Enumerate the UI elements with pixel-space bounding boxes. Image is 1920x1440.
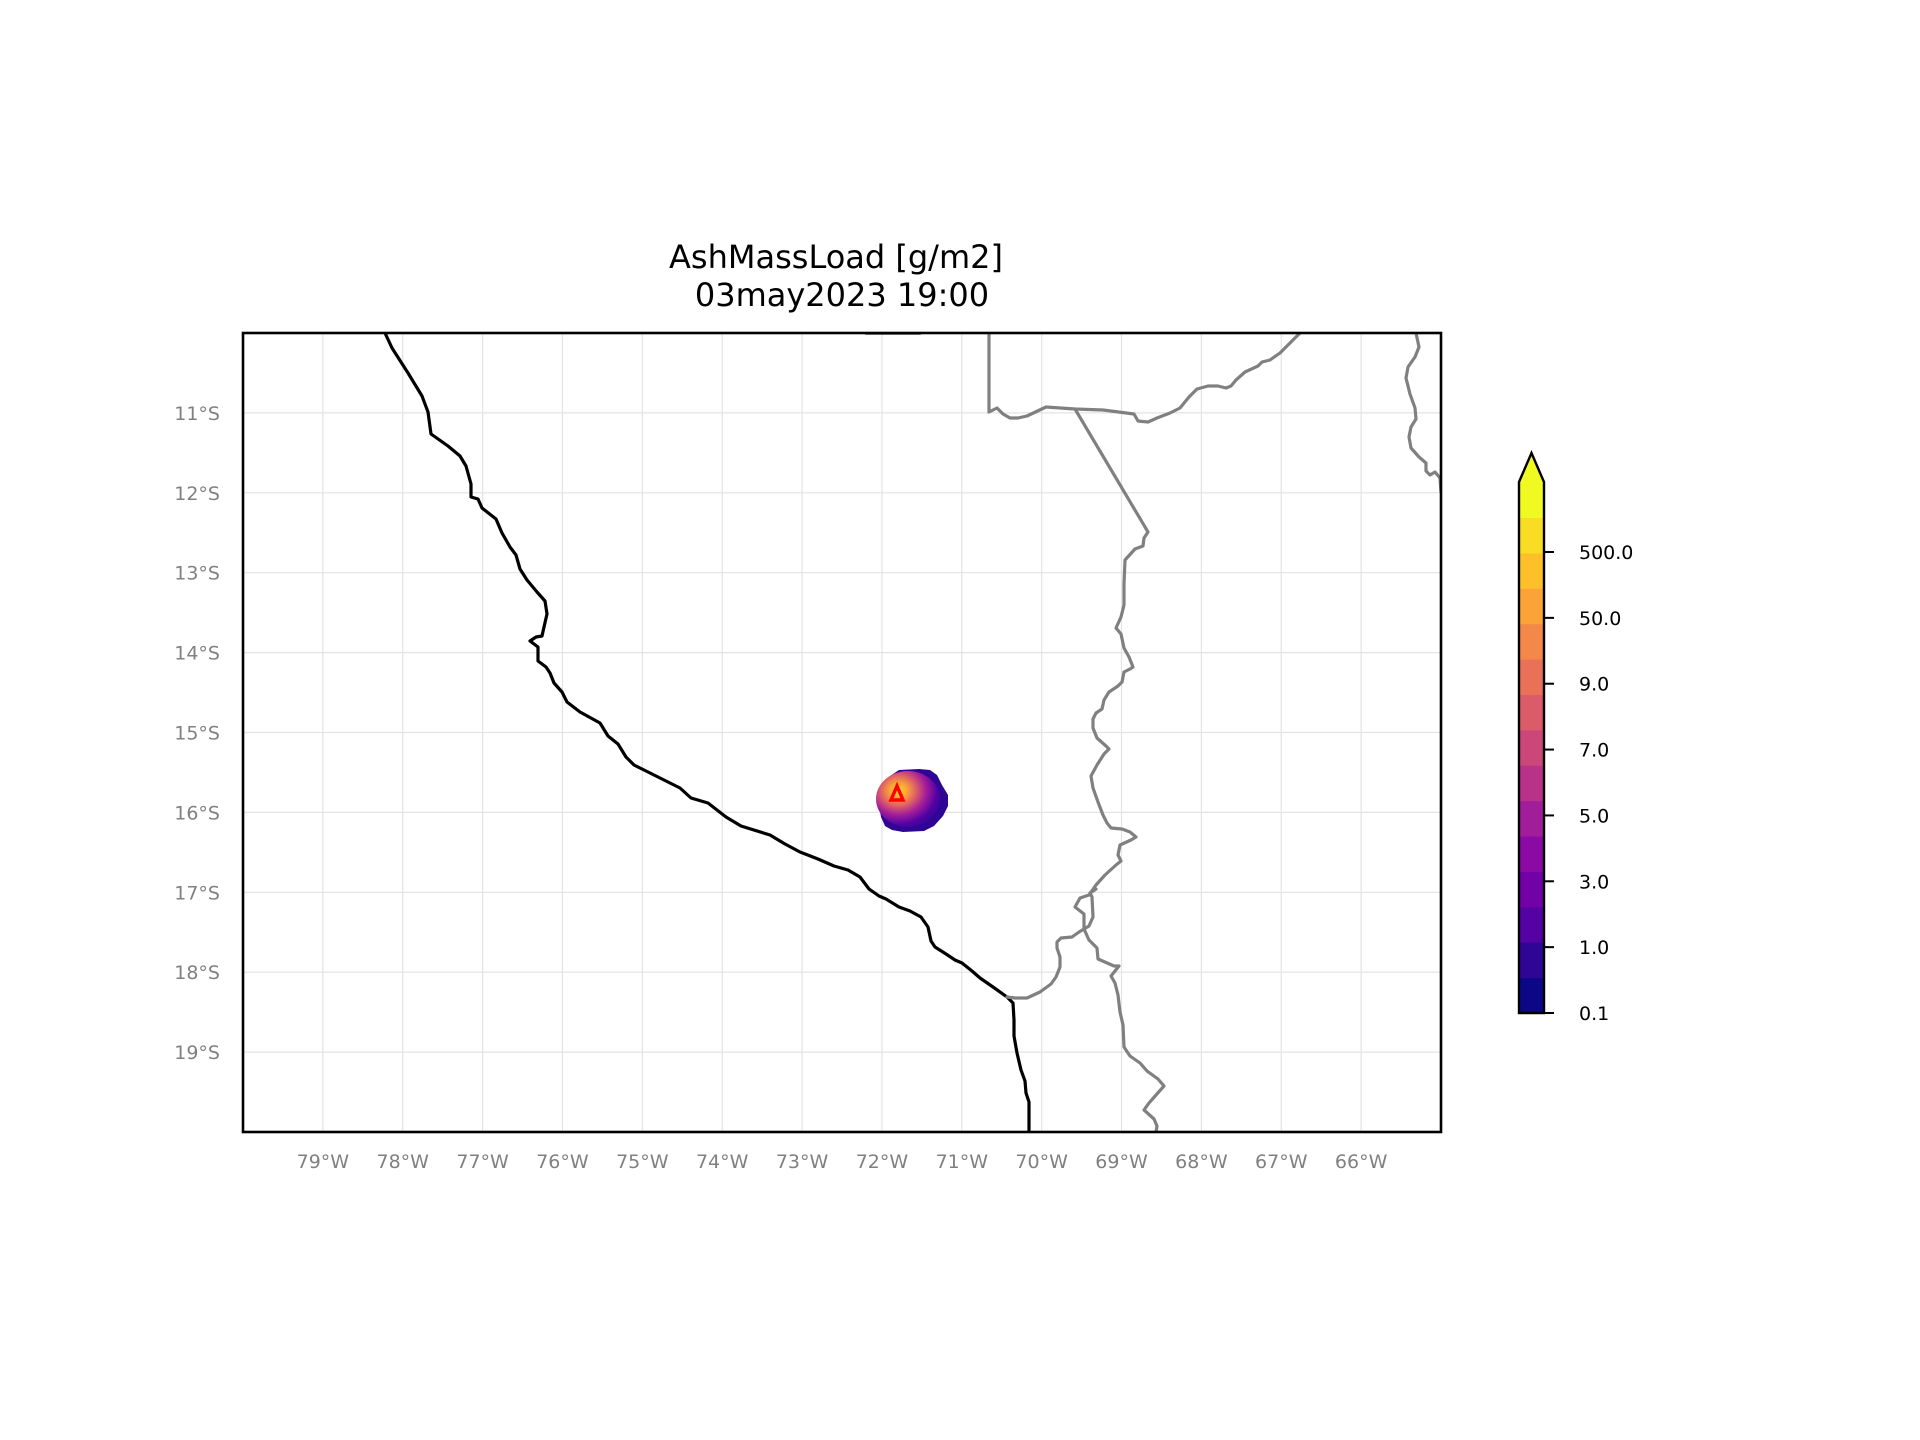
lon-tick-label: 79°W: [297, 1151, 350, 1173]
geography: [383, 333, 1441, 1132]
map-title: AshMassLoad [g/m2]: [669, 238, 1003, 276]
map-subtitle: 03may2023 19:00: [695, 276, 989, 314]
coastline: [383, 333, 1031, 1132]
colorbar-segment: [1519, 517, 1544, 554]
border-peru-bolivia: [1073, 407, 1166, 1132]
lon-tick-label: 69°W: [1095, 1151, 1148, 1173]
colorbar-segment: [1519, 765, 1544, 802]
lat-tick-label: 14°S: [174, 643, 220, 665]
colorbar-tick-label: 500.0: [1579, 542, 1633, 564]
lat-tick-label: 15°S: [174, 723, 220, 745]
colorbar-tick-label: 9.0: [1579, 674, 1609, 696]
colorbar-tick-label: 5.0: [1579, 805, 1609, 827]
ash-plume: [876, 769, 948, 832]
colorbar-segment: [1519, 552, 1544, 589]
lat-tick-label: 13°S: [174, 563, 220, 585]
colorbar: 0.1 1.0 3.0 5.0 7.0 9.0 50.0 500.0: [1517, 449, 1633, 1025]
colorbar-segment: [1519, 659, 1544, 695]
lon-tick-label: 67°W: [1255, 1151, 1308, 1173]
lon-tick-label: 74°W: [696, 1151, 749, 1173]
lon-tick-label: 72°W: [856, 1151, 909, 1173]
colorbar-tick-label: 7.0: [1579, 740, 1609, 762]
colorbar-tick-label: 50.0: [1579, 608, 1621, 630]
volcano-marker: [888, 781, 906, 802]
colorbar-segment: [1519, 871, 1544, 908]
lat-tick-label: 11°S: [174, 403, 220, 425]
longitude-labels: 79°W 78°W 77°W 76°W 75°W 74°W 73°W 72°W 71°W 70°W…: [297, 1151, 1388, 1173]
colorbar-tick-label: 1.0: [1579, 937, 1609, 959]
lat-tick-label: 19°S: [174, 1042, 220, 1064]
border-peru-brazil: [987, 333, 1302, 424]
colorbar-segment: [1519, 942, 1544, 979]
map-frame: [241, 331, 1443, 1134]
colorbar-outline: [1517, 449, 1546, 1015]
colorbar-segment: [1519, 906, 1544, 943]
colorbar-tick-label: 0.1: [1579, 1003, 1609, 1025]
gridlines: [243, 333, 1441, 1132]
lat-tick-label: 17°S: [174, 882, 220, 904]
latitude-labels: 11°S 12°S 13°S 14°S 15°S 16°S 17°S 18°S 19°S: [174, 403, 220, 1064]
colorbar-tick-label: 3.0: [1579, 871, 1609, 893]
colorbar-segment: [1519, 588, 1544, 625]
lon-tick-label: 78°W: [376, 1151, 429, 1173]
colorbar-segment: [1519, 729, 1544, 766]
lat-tick-label: 18°S: [174, 962, 220, 984]
border-peru-chile: [1005, 887, 1098, 1000]
colorbar-segment: [1519, 836, 1544, 872]
lon-tick-label: 71°W: [936, 1151, 989, 1173]
lon-tick-label: 75°W: [616, 1151, 669, 1173]
lat-tick-label: 16°S: [174, 802, 220, 824]
colorbar-segment: [1519, 694, 1544, 731]
colorbar-segment: [1519, 800, 1544, 837]
colorbar-extend-arrow: [1519, 453, 1544, 482]
border-brazil-bolivia-east: [1404, 333, 1441, 494]
colorbar-segment: [1519, 623, 1544, 660]
lon-tick-label: 70°W: [1015, 1151, 1068, 1173]
lon-tick-label: 76°W: [536, 1151, 589, 1173]
lon-tick-label: 73°W: [776, 1151, 829, 1173]
lat-tick-label: 12°S: [174, 483, 220, 505]
lon-tick-label: 77°W: [456, 1151, 509, 1173]
lon-tick-label: 68°W: [1175, 1151, 1228, 1173]
lon-tick-label: 66°W: [1335, 1151, 1388, 1173]
colorbar-segment: [1519, 977, 1544, 1014]
colorbar-segment: [1519, 482, 1544, 518]
